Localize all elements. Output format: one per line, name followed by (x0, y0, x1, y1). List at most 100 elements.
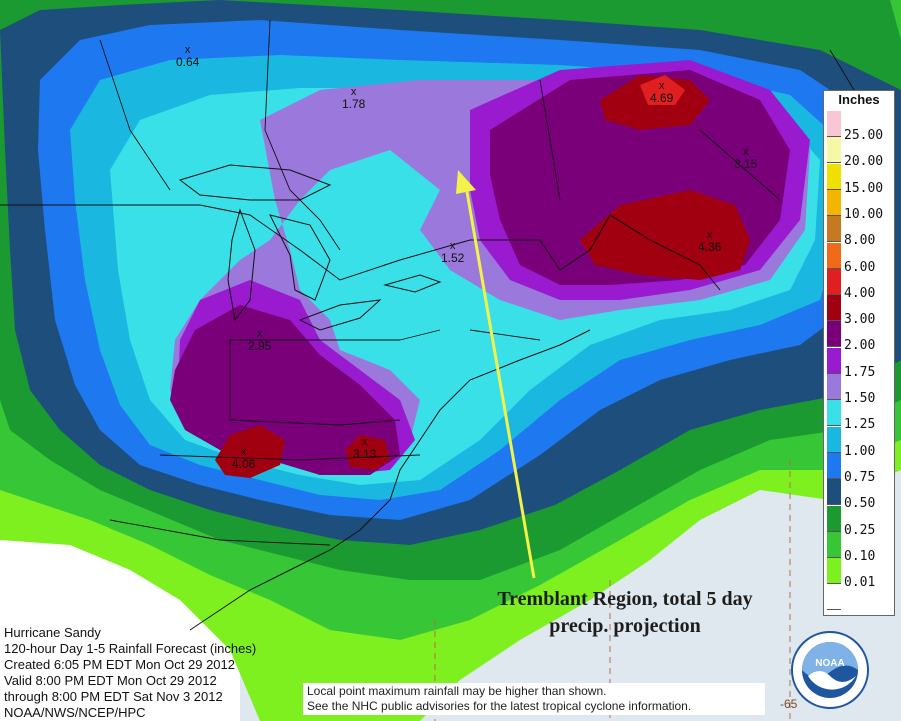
legend-swatch (827, 295, 841, 322)
legend-value: 4.00 (844, 285, 876, 301)
legend-value: 2.00 (844, 338, 876, 354)
contour-3.00-md (345, 435, 390, 470)
lake-huron (269, 214, 331, 301)
legend-row: 4.00 (827, 268, 893, 301)
lake-erie (298, 299, 382, 331)
legend-row: 8.00 (827, 216, 893, 248)
contour-3.00-ky (215, 425, 285, 478)
legend-row: 15.00 (827, 163, 893, 196)
legend-value: 0.25 (844, 522, 876, 538)
legend-value: 6.00 (844, 259, 876, 275)
legend-swatch (827, 400, 841, 427)
local-max-label: x 1.78 (342, 86, 366, 111)
legend-value: 0.75 (844, 469, 876, 485)
product-info: Hurricane Sandy 120-hour Day 1-5 Rainfal… (4, 625, 256, 721)
annotation-arrowhead (456, 170, 476, 194)
legend-swatch (827, 163, 841, 190)
legend-swatch (827, 268, 841, 295)
product-subtitle: 120-hour Day 1-5 Rainfall Forecast (inch… (4, 641, 257, 656)
local-max-label: x 2.95 (248, 328, 272, 353)
legend-value: 0.50 (844, 496, 876, 512)
legend-value: 1.50 (844, 391, 876, 406)
legend-swatch (827, 321, 841, 348)
contour-3.00-nb (580, 190, 750, 280)
legend-row: 1.25 (827, 400, 893, 432)
legend-swatch (827, 531, 841, 558)
annotation: Tremblant Region, total 5 day precip. pr… (470, 586, 780, 640)
us-canada-border (0, 204, 721, 291)
state-lines (99, 19, 881, 546)
legend-value: 0.10 (844, 548, 876, 564)
annotation-line1: Tremblant Region, total 5 day (497, 588, 753, 610)
legend-swatch (827, 452, 841, 479)
legend-row: 6.00 (827, 242, 893, 275)
legend-value: 20.00 (844, 154, 884, 170)
legend-row: 20.00 (827, 137, 893, 169)
disclaimer: Local point maximum rainfall may be high… (303, 683, 765, 715)
contour-4.00 (640, 75, 685, 105)
legend-row: 1.00 (827, 426, 893, 459)
local-max-label: x 4.36 (698, 229, 722, 254)
legend-title: Inches (838, 92, 880, 107)
legend-swatch (827, 189, 841, 216)
product-through: through 8:00 PM EDT Sat Nov 3 2012 (4, 689, 223, 704)
legend-value: 15.00 (844, 180, 884, 196)
legend-row (827, 584, 893, 611)
legend-row: 0.25 (827, 505, 893, 538)
local-max-label: x 3.15 (734, 146, 758, 171)
legend-swatch (827, 111, 841, 137)
longitude-label: -65 (780, 697, 798, 711)
product-valid: Valid 8:00 PM EDT Mon Oct 29 2012 (4, 673, 217, 688)
annotation-arrow (464, 185, 536, 579)
legend-row: 0.10 (827, 531, 893, 564)
legend-swatch (827, 505, 841, 532)
legend: Inches 25.00 20.00 15.00 10.00 8.00 6.00 4.00 3… (823, 90, 895, 616)
legend-row: 0.01 (827, 558, 893, 590)
local-max-label: x 4.69 (650, 80, 674, 105)
legend-row: 1.75 (827, 347, 893, 380)
legend-value: 1.25 (844, 417, 876, 433)
legend-value: 1.75 (844, 364, 876, 380)
legend-row: 2.00 (827, 321, 893, 353)
local-max-label: x 3.13 (353, 436, 377, 461)
lake-superior (178, 164, 332, 201)
legend-value: 8.00 (844, 233, 876, 249)
legend-swatch (827, 558, 841, 585)
lake-ontario (383, 274, 442, 293)
legend-value: 25.00 (844, 128, 884, 143)
lake-michigan (227, 208, 256, 322)
legend-row: 3.00 (827, 295, 893, 327)
legend-value: 1.00 (844, 443, 876, 459)
disclaimer-line1: Local point maximum rainfall may be high… (307, 684, 607, 698)
legend-swatch (827, 137, 841, 164)
product-title: Hurricane Sandy (4, 625, 101, 640)
legend-value: 0.01 (844, 575, 876, 591)
legend-row: 0.75 (827, 452, 893, 485)
annotation-line2: precip. projection (549, 615, 701, 637)
legend-swatch (827, 242, 841, 269)
legend-swatch (827, 426, 841, 453)
local-max-label: x 0.64 (176, 44, 200, 69)
disclaimer-line2: See the NHC public advisories for the la… (307, 699, 692, 713)
legend-swatch (827, 584, 841, 611)
legend-swatch (827, 479, 841, 506)
legend-swatch (827, 374, 841, 400)
legend-row: 1.50 (827, 374, 893, 406)
legend-value: 3.00 (844, 312, 876, 328)
east-coast (189, 329, 591, 631)
legend-row: 0.50 (827, 479, 893, 511)
legend-swatch (827, 347, 841, 374)
logo-text: NOAA (815, 658, 844, 669)
product-created: Created 6:05 PM EDT Mon Oct 29 2012 (4, 657, 235, 672)
contour-2.00-south (170, 305, 400, 475)
product-source: NOAA/NWS/NCEP/HPC (4, 705, 146, 720)
local-max-label: x 1.52 (441, 240, 465, 265)
longitude-lines (434, 460, 791, 721)
legend-swatch (827, 216, 841, 243)
noaa-logo: NOAA (791, 631, 869, 709)
legend-row: 25.00 (827, 111, 893, 143)
legend-row: 10.00 (827, 189, 893, 222)
legend-value: 10.00 (844, 206, 884, 222)
local-max-label: x 4.06 (232, 446, 256, 471)
